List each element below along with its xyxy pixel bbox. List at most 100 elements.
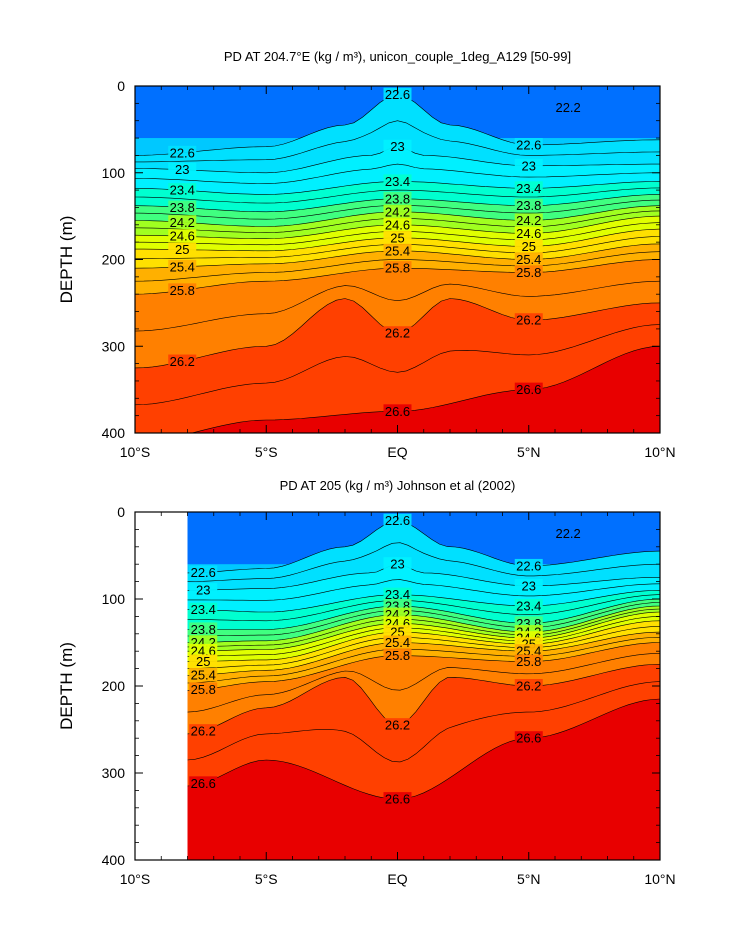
contour-label: 22.2 <box>555 526 580 541</box>
contour-label-bg <box>189 654 218 668</box>
contour-label: 26.2 <box>516 679 541 694</box>
contour-label-bg <box>383 217 412 231</box>
contour-label: 23.4 <box>170 183 195 198</box>
contour-label: 23.8 <box>385 191 410 206</box>
contour-label: 26.2 <box>170 354 195 369</box>
contour-line <box>187 611 660 652</box>
contour-label: 22.6 <box>191 565 216 580</box>
contour-label-bg <box>514 382 543 396</box>
contour-label: 23.8 <box>191 622 216 637</box>
contour-label: 22.6 <box>385 87 410 102</box>
contour-label: 23 <box>522 578 536 593</box>
contour-label: 25.8 <box>385 648 410 663</box>
contour-label-bg <box>168 215 197 229</box>
panel-2: 22.622.622.623232323.423.423.423.823.823… <box>57 478 676 887</box>
contour-label-bg <box>168 229 197 243</box>
contour-label: 25.4 <box>170 259 195 274</box>
contour-line <box>187 642 660 691</box>
contour-label: 25.8 <box>516 654 541 669</box>
contour-label: 24.6 <box>170 229 195 244</box>
contour-label-bg <box>383 174 412 188</box>
contour-label-bg <box>168 162 197 176</box>
contour-label-bg <box>189 583 218 597</box>
y-tick-label: 100 <box>102 165 126 181</box>
contour-line <box>187 542 660 582</box>
contour-label-bg <box>514 213 543 227</box>
contour-label-bg <box>514 679 543 692</box>
y-tick-label: 200 <box>102 252 126 268</box>
contour-label: 22.6 <box>170 145 195 160</box>
contour-label-bg <box>514 644 543 658</box>
contour-label: 25 <box>390 230 404 245</box>
contour-label-bg <box>514 252 543 266</box>
y-tick-label: 200 <box>102 678 126 694</box>
contour-label: 22.2 <box>555 100 580 115</box>
contour-label-bg <box>383 513 412 527</box>
contour-label-bg <box>189 682 218 696</box>
x-tick-label: 10°S <box>120 444 151 460</box>
contour-label-bg <box>514 654 543 668</box>
contour-label: 22.6 <box>385 513 410 528</box>
contour-label-bg <box>168 183 197 197</box>
x-tick-label: 5°S <box>255 871 278 887</box>
contour-label: 25.4 <box>191 668 216 683</box>
contour-label: 26.2 <box>385 326 410 341</box>
x-tick-label: 10°S <box>120 871 151 887</box>
contour-label-bg <box>514 198 543 212</box>
y-tick-label: 300 <box>102 338 126 354</box>
contour-label: 26.2 <box>516 313 541 328</box>
contour-field: 22.622.622.623232323.423.423.423.823.823… <box>187 512 660 860</box>
contour-label-bg <box>189 724 218 738</box>
contour-line <box>135 163 660 184</box>
x-tick-label: EQ <box>387 871 407 887</box>
y-tick-label: 0 <box>117 504 125 520</box>
contour-line <box>187 616 660 657</box>
contour-line <box>187 602 660 637</box>
contour-line <box>187 653 660 713</box>
contour-label-bg <box>189 602 218 616</box>
contour-label-bg <box>168 242 197 256</box>
contour-label: 26.6 <box>516 731 541 746</box>
contour-label: 26.6 <box>385 792 410 807</box>
contour-label: 23 <box>175 162 189 177</box>
y-tick-label: 100 <box>102 591 126 607</box>
contour-label: 23 <box>522 158 536 173</box>
x-tick-label: 5°S <box>255 444 278 460</box>
contour-label: 26.6 <box>191 776 216 791</box>
contour-label: 23.8 <box>170 200 195 215</box>
contour-label-bg <box>383 204 412 218</box>
x-tick-label: EQ <box>387 444 407 460</box>
contour-label: 25.4 <box>516 252 541 267</box>
contour-line <box>135 251 660 282</box>
contour-label-bg <box>383 261 412 275</box>
contour-label-bg <box>514 137 543 151</box>
y-axis-label: DEPTH (m) <box>57 642 76 730</box>
contour-label: 24.2 <box>516 213 541 228</box>
contour-label-bg <box>189 565 218 579</box>
contour-label-bg <box>168 283 197 297</box>
contour-label: 23.4 <box>516 181 541 196</box>
contour-label: 23.4 <box>516 598 541 613</box>
contour-line <box>187 598 660 630</box>
x-tick-label: 5°N <box>517 871 541 887</box>
y-axis-label: DEPTH (m) <box>57 216 76 304</box>
contour-label-bg <box>189 622 218 636</box>
contour-label-bg <box>383 587 412 601</box>
contour-line <box>187 520 660 574</box>
contour-label-bg <box>514 181 543 195</box>
contour-label: 25.4 <box>385 243 410 258</box>
y-tick-label: 300 <box>102 765 126 781</box>
contour-line <box>135 324 660 406</box>
contour-label-bg <box>383 326 412 340</box>
contour-label-bg <box>383 87 412 101</box>
contour-line <box>187 626 660 669</box>
contour-label: 22.6 <box>516 137 541 152</box>
contour-line <box>187 608 660 648</box>
contour-label: 23.8 <box>516 198 541 213</box>
contour-line <box>187 590 660 613</box>
panel-1: 22.6 22.6 22.6 23 23 23 23.4 23.4 23.4 23.8 23.8 23… <box>57 49 676 460</box>
contour-label-bg <box>514 598 543 612</box>
contour-label: 23.4 <box>385 174 410 189</box>
